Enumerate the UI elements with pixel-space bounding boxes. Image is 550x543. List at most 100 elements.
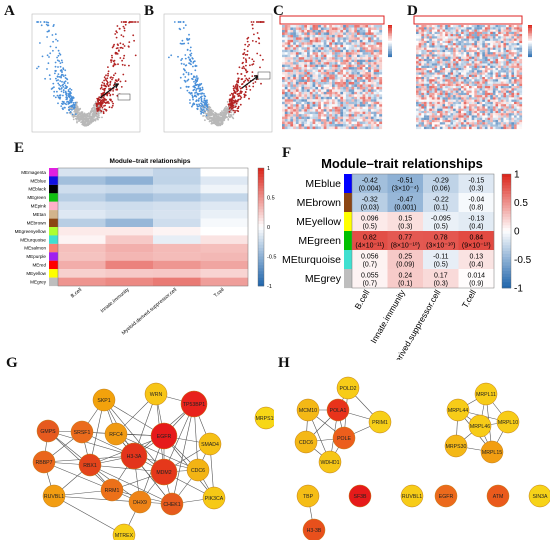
volcano-point [56,75,59,78]
heatmap-cell [463,27,467,30]
volcano-point [227,107,229,109]
heatmap-cell [290,121,294,125]
panel-letter-c: C [273,3,284,19]
heatmap-cell [282,104,285,107]
heatmap-cell [298,119,302,122]
volcano-point [45,21,48,23]
heatmap-cell [340,67,344,70]
heatmap-cell [439,29,443,32]
heatmap-cell [307,37,310,40]
heatmap-cell [508,56,512,60]
heatmap-cell [337,72,341,75]
heatmap-cell [343,99,346,102]
volcano-point [47,62,50,65]
volcano-point [191,105,193,108]
heatmap-cell [429,106,432,109]
heatmap-cell [373,34,377,38]
heatmap-cell [320,116,324,120]
heatmap-cell [431,101,435,105]
heatmap-cell [345,106,349,110]
heatmap-cell [370,57,374,60]
volcano-point [64,84,67,87]
heatmap-cell [359,52,363,55]
heatmap-cell [357,79,360,83]
heatmap-cell [365,62,369,65]
heatmap-cell [463,86,467,89]
heatmap-cell [423,29,427,32]
volcano-point [231,107,234,110]
heatmap-cell [379,29,383,33]
heatmap-cell [506,31,509,35]
heatmap-cell [450,29,454,32]
volcano-point [90,115,93,118]
volcano-point [184,54,187,56]
heatmap-cell [354,69,358,73]
heatmap-cell [511,52,515,55]
volcano-plot-a [31,13,141,133]
heatmap-cell [340,72,344,75]
heatmap-cell [471,65,475,69]
heatmap-cell [368,59,371,63]
heatmap-cell [304,116,308,120]
volcano-point [179,21,182,23]
heatmap-cell [453,95,456,98]
heatmap-cell [320,37,324,40]
heatmap-cell [348,84,352,88]
heatmap-cell [307,91,310,95]
heatmap-cell [447,65,451,69]
heatmap-cell [495,77,499,80]
heatmap-cell [307,72,310,75]
heatmap-cell [474,61,478,64]
heatmap-cell [304,81,308,85]
heatmap-cell [379,101,383,105]
heatmap-cell [476,86,480,89]
heatmap-cell [455,108,459,112]
heatmap-cell [282,94,285,97]
heatmap-cell [376,37,380,40]
heatmap-cell [287,114,291,117]
volcano-point [232,95,235,98]
heatmap-cell [442,67,446,71]
heatmap-cell [379,62,383,65]
heatmap-cell [326,37,330,40]
heatmap-cell [484,92,488,96]
heatmap-cell [500,104,504,107]
heatmap-cell [487,99,491,102]
heatmap-cell [290,99,294,102]
heatmap-cell [453,52,456,55]
heatmap-cell [295,69,299,73]
volcano-point [96,107,99,110]
heatmap-cell [318,72,321,75]
heatmap-cell [379,94,383,97]
heatmap-cell [351,29,355,33]
heatmap-cell [439,56,443,60]
heatmap-cell [365,109,369,112]
heatmap-cell [340,119,344,122]
volcano-point [58,60,61,62]
heatmap-cell [434,113,438,116]
heatmap-cell [287,126,291,130]
heatmap-cell [379,52,383,55]
heatmap-cell [516,27,520,30]
heatmap-cell [326,126,330,130]
volcano-point [243,81,246,83]
heatmap-cell [320,86,324,90]
heatmap-cell [332,62,335,65]
heatmap-cell [508,67,512,71]
heatmap-cell [498,104,501,107]
heatmap-cell [495,99,499,102]
heatmap-cell [426,86,430,89]
heatmap-cell [469,63,472,66]
heatmap-cell [498,34,501,37]
volcano-point [72,103,75,106]
heatmap-cell [379,39,383,43]
heatmap-cell [284,29,288,33]
heatmap-c-header [279,15,385,25]
heatmap-cell [298,99,302,102]
heatmap-cell [466,49,470,53]
heatmap-cell [304,49,308,53]
heatmap-cell [345,32,349,36]
heatmap-cell [511,61,515,64]
heatmap-cell [307,69,310,73]
heatmap-cell [293,77,296,80]
